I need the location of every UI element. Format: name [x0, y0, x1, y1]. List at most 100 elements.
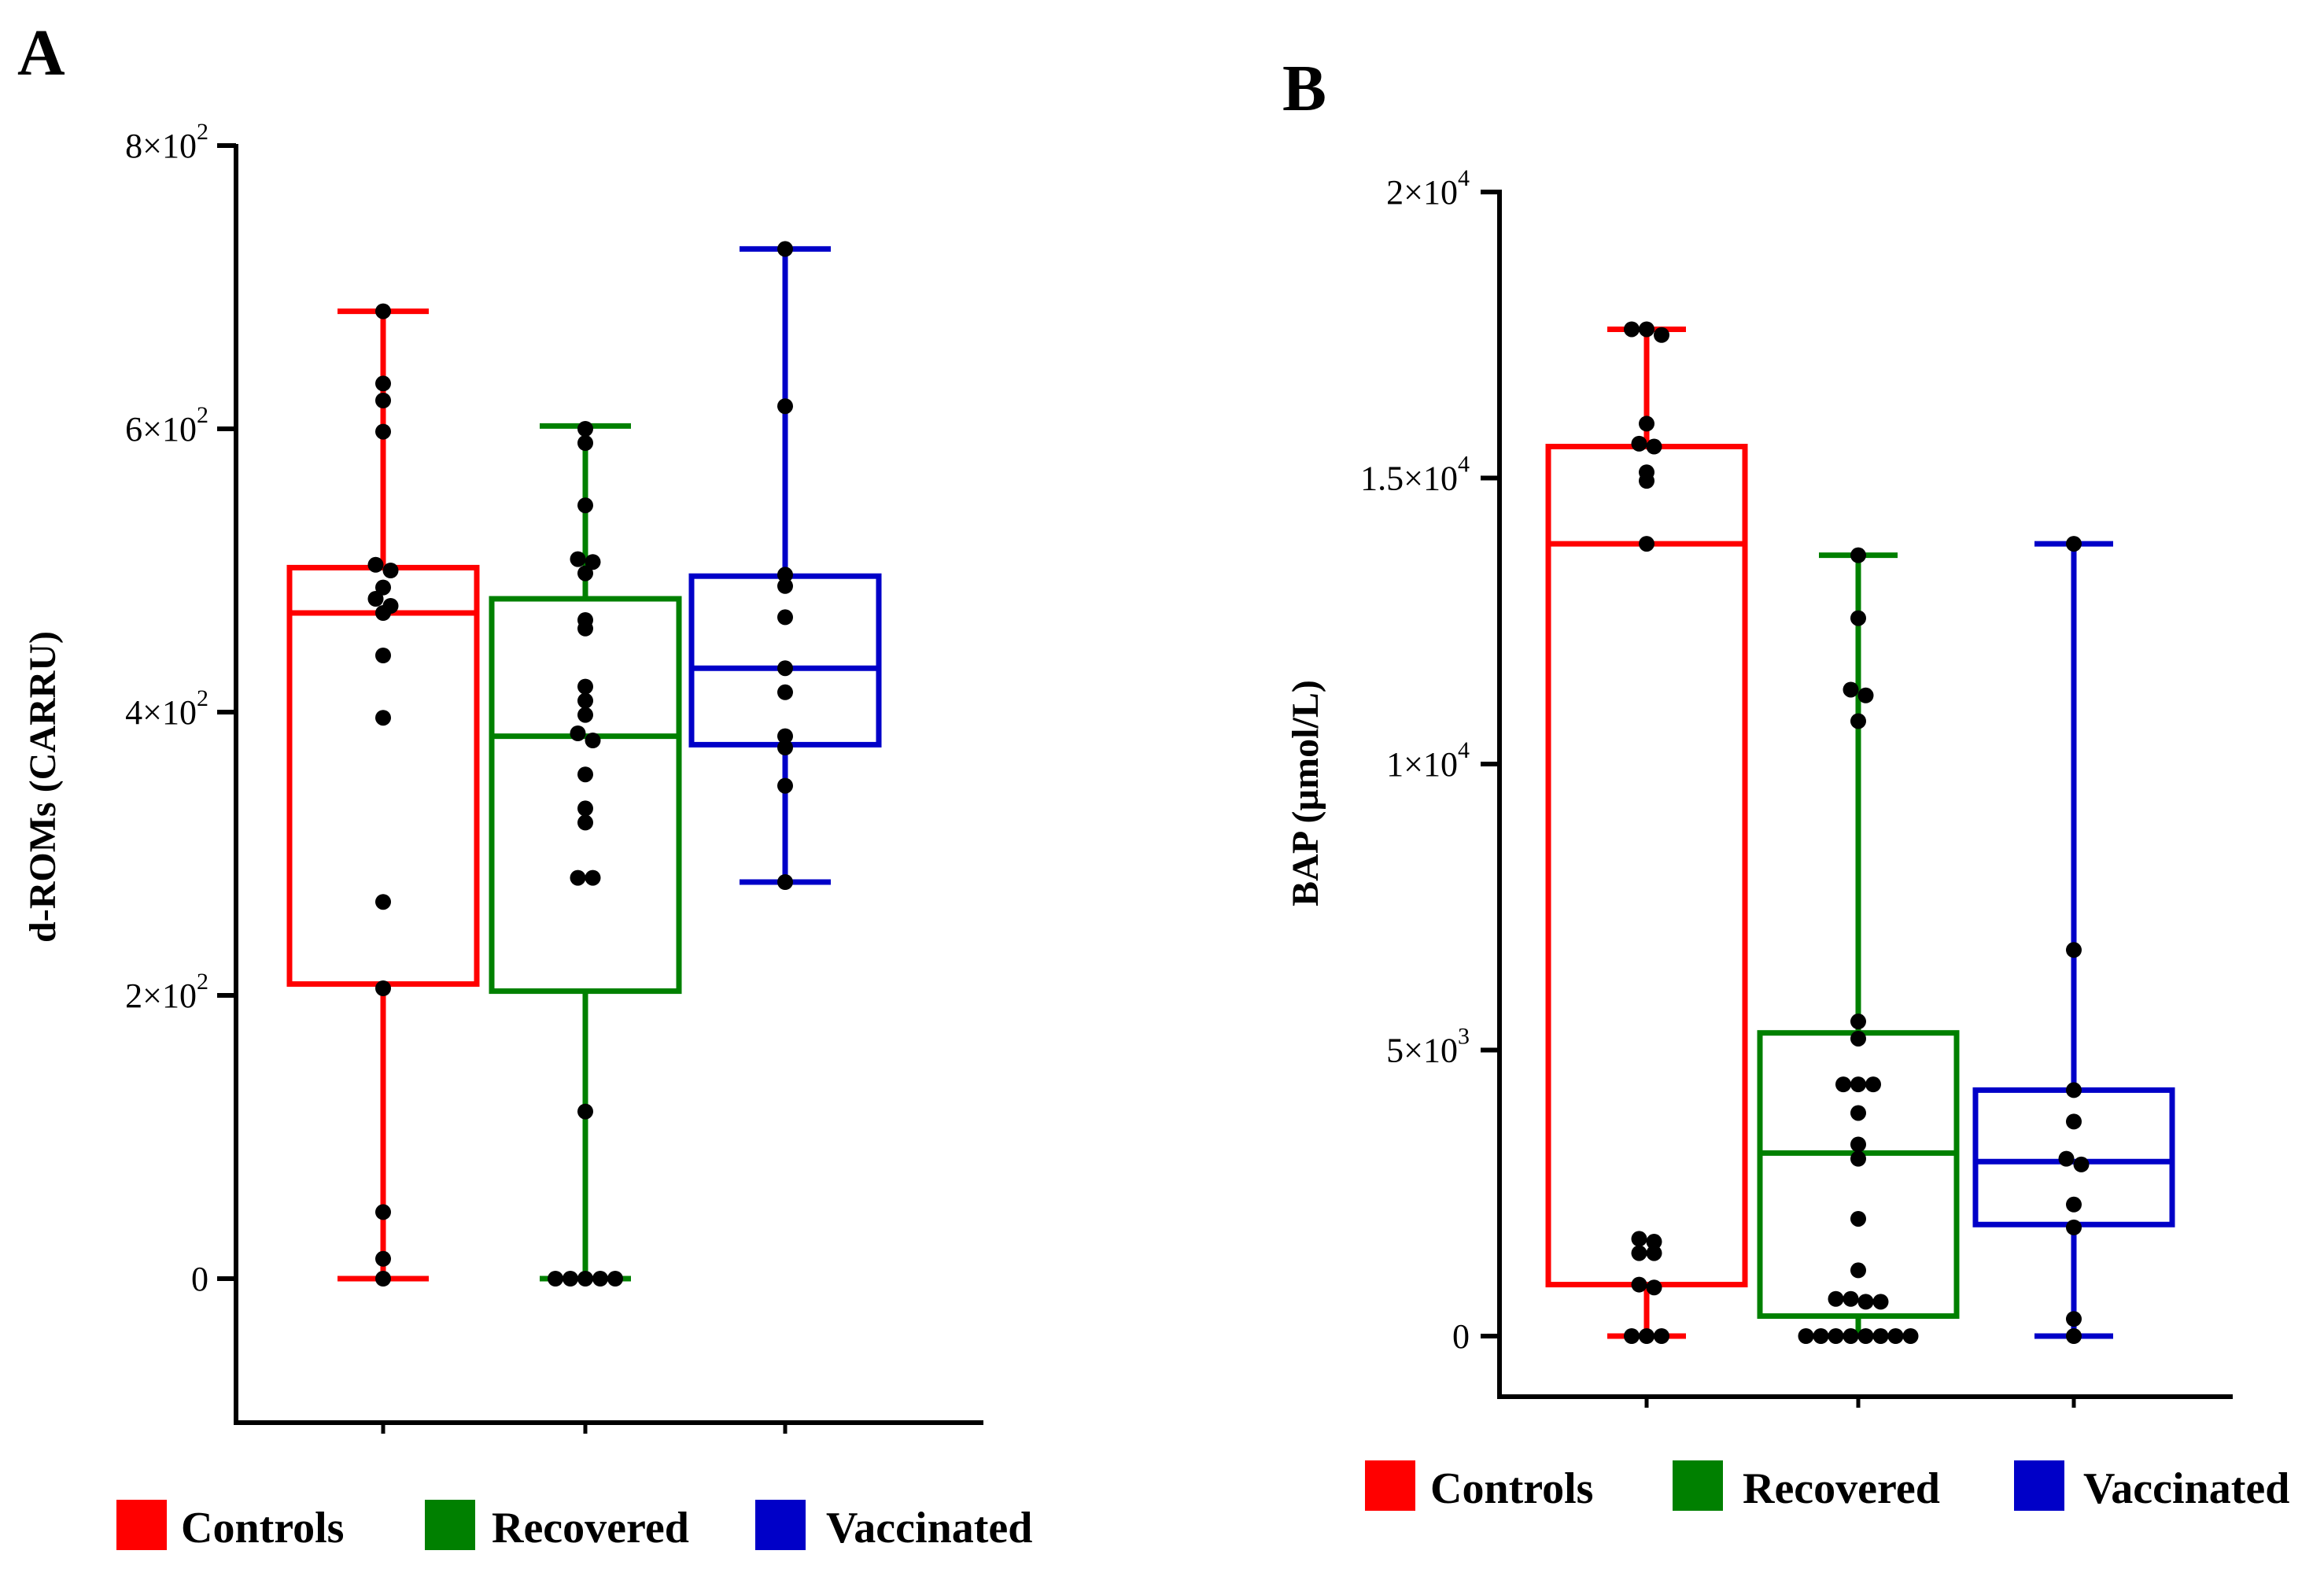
data-point-recovered: [1872, 1294, 1889, 1310]
data-point-recovered: [585, 733, 601, 748]
panel-b-y-tick: 0: [1452, 1317, 1500, 1356]
data-point-recovered: [577, 565, 593, 581]
data-point-recovered: [1850, 1105, 1866, 1121]
data-point-recovered: [577, 421, 593, 437]
data-point-recovered: [1857, 687, 1874, 703]
panel-b-y-tick: 5×103: [1386, 1023, 1500, 1069]
data-point-controls: [1639, 536, 1654, 552]
legend-swatch-vaccinated: [755, 1500, 806, 1550]
data-point-controls: [375, 1250, 391, 1267]
data-point-controls: [367, 556, 384, 573]
data-point-recovered: [570, 725, 586, 741]
legend-label-controls: Controls: [181, 1504, 344, 1552]
data-point-recovered: [570, 551, 586, 567]
data-point-recovered: [548, 1271, 563, 1287]
data-point-controls: [1624, 321, 1640, 338]
panel-b-legend: Controls Recovered Vaccinated: [1365, 1460, 2289, 1513]
data-point-recovered: [563, 1271, 578, 1287]
data-point-controls: [1639, 473, 1654, 489]
panel-b-y-tick: 2×104: [1386, 165, 1500, 212]
data-point-recovered: [1850, 1136, 1866, 1153]
legend-swatch-vaccinated: [2014, 1460, 2064, 1511]
iqr-box-controls: [286, 564, 480, 988]
data-point-recovered: [607, 1271, 623, 1287]
data-point-controls: [375, 579, 391, 596]
panel-a-y-axis-title: d-ROMs (CARRU): [22, 631, 64, 943]
data-point-vaccinated: [2066, 1311, 2082, 1327]
panel-b-y-tick-label-20000: 2×104: [1386, 165, 1470, 212]
data-point-vaccinated: [777, 684, 793, 700]
data-point-recovered: [1850, 547, 1866, 563]
panel-a-y-tick: 4×102: [125, 685, 236, 732]
data-point-recovered: [1902, 1328, 1919, 1344]
data-point-recovered: [1843, 1328, 1859, 1344]
data-point-recovered: [577, 692, 593, 709]
iqr-box-recovered: [489, 596, 682, 995]
data-point-recovered: [1843, 1290, 1859, 1307]
data-point-controls: [375, 894, 391, 910]
panel-a-y-tick-label-600: 6×102: [125, 402, 208, 449]
data-point-controls: [375, 393, 391, 408]
data-point-recovered: [1850, 1262, 1866, 1279]
data-point-recovered: [1857, 1294, 1874, 1310]
data-point-recovered: [577, 497, 593, 514]
data-point-recovered: [1828, 1328, 1844, 1344]
data-point-recovered: [1872, 1328, 1889, 1344]
data-point-controls: [382, 563, 399, 578]
legend-label-vaccinated: Vaccinated: [826, 1504, 1032, 1552]
data-point-vaccinated: [777, 398, 793, 415]
data-point-vaccinated: [777, 740, 793, 755]
panel-a-y-tick: 8×102: [125, 119, 236, 165]
data-point-controls: [1646, 1279, 1662, 1296]
data-point-recovered: [585, 554, 601, 570]
data-point-recovered: [1798, 1328, 1814, 1344]
data-point-controls: [1654, 1328, 1669, 1344]
data-point-vaccinated: [2066, 1113, 2082, 1130]
legend-label-recovered: Recovered: [492, 1504, 689, 1552]
data-point-vaccinated: [2066, 1328, 2082, 1344]
data-point-controls: [1639, 415, 1654, 432]
legend-swatch-recovered: [425, 1500, 475, 1550]
data-point-controls: [375, 980, 391, 996]
panel-a-legend: Controls Recovered Vaccinated: [116, 1500, 1032, 1552]
data-point-recovered: [1813, 1328, 1829, 1344]
panel-b-y-axis-title: BAP (µmol/L): [1285, 680, 1326, 906]
data-point-vaccinated: [777, 567, 793, 583]
legend-label-controls: Controls: [1430, 1464, 1593, 1513]
box-recovered: [1757, 547, 1960, 1344]
panel-b-y-tick: 1×104: [1386, 737, 1500, 784]
data-point-recovered: [577, 678, 593, 695]
data-point-vaccinated: [777, 728, 793, 744]
data-point-recovered: [577, 435, 593, 451]
data-point-recovered: [1850, 610, 1866, 626]
panel-b-y-tick-label-15000: 1.5×104: [1360, 451, 1470, 497]
data-point-recovered: [1850, 1030, 1866, 1047]
data-point-recovered: [1850, 1150, 1866, 1167]
panel-b-y-tick-label-5000: 5×103: [1386, 1023, 1470, 1069]
data-point-controls: [375, 303, 391, 319]
box-controls: [1545, 321, 1748, 1344]
data-point-recovered: [570, 869, 586, 886]
legend-label-recovered: Recovered: [1743, 1464, 1940, 1513]
data-point-controls: [1639, 321, 1654, 338]
data-point-controls: [375, 375, 391, 392]
data-point-controls: [367, 591, 384, 607]
data-point-controls: [1639, 1328, 1654, 1344]
data-point-recovered: [1850, 713, 1866, 729]
legend-label-vaccinated: Vaccinated: [2083, 1464, 2289, 1513]
data-point-vaccinated: [2066, 1196, 2082, 1213]
data-point-recovered: [577, 800, 593, 817]
box-vaccinated: [1972, 536, 2175, 1344]
panel-b-y-tick: 1.5×104: [1360, 451, 1500, 497]
box-recovered: [489, 421, 682, 1287]
data-point-vaccinated: [2073, 1156, 2090, 1172]
data-point-controls: [375, 423, 391, 440]
data-point-recovered: [577, 707, 593, 723]
data-point-recovered: [1865, 1076, 1881, 1093]
panel-a-y-tick-label-200: 2×102: [125, 969, 208, 1015]
data-point-recovered: [577, 1103, 593, 1120]
data-point-vaccinated: [777, 241, 793, 257]
data-point-recovered: [577, 766, 593, 783]
data-point-controls: [1654, 327, 1669, 343]
